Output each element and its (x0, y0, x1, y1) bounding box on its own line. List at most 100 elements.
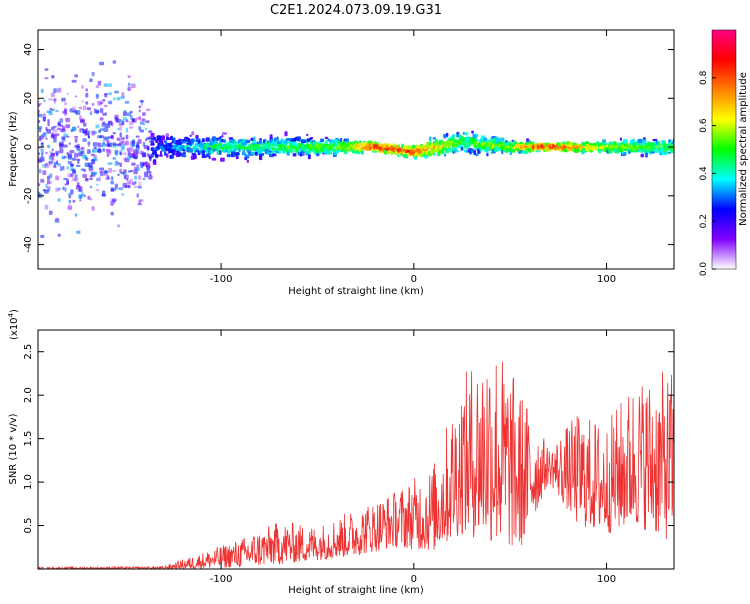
spectrogram-cell (269, 134, 273, 139)
x-tick-label: 100 (597, 574, 616, 585)
spectrogram-cell (101, 142, 106, 147)
spectrogram-cell (40, 156, 44, 162)
spectrogram-cell (197, 140, 201, 144)
spectrogram-cell (79, 128, 82, 133)
spectrogram-cell (55, 175, 59, 181)
spectrogram-cell (257, 152, 260, 155)
spectrogram-cell (120, 147, 125, 151)
spectrogram-cell (64, 109, 67, 115)
spectrogram-cell (97, 100, 102, 106)
y-tick-label: 0 (23, 144, 34, 150)
spectrogram-cell (71, 126, 77, 132)
spectrogram-cell (70, 190, 74, 195)
spectrogram-cell (48, 210, 53, 215)
spectrogram-cell (107, 162, 113, 165)
spectrogram-cell (501, 150, 504, 155)
spectrogram-cell (43, 113, 46, 116)
spectrogram-cell (135, 146, 140, 151)
spectrogram-cell (456, 149, 459, 153)
spectrogram-cell (121, 92, 125, 96)
spectrogram-cell (429, 142, 432, 146)
colorbar-ticks: 0.0 0.2 0.4 0.6 0.8 (699, 70, 716, 276)
spectrogram-cell (194, 148, 200, 151)
spectrogram-cell (60, 166, 63, 172)
spectrogram-cell (74, 74, 78, 78)
spectrogram-cell (143, 122, 146, 126)
spectrogram-cell (97, 80, 102, 86)
spectrogram-cell (159, 154, 163, 157)
spectrogram-cell (85, 101, 89, 105)
spectrogram-cell (233, 140, 237, 146)
spectrogram-cell (449, 140, 454, 143)
spectrogram-cell (360, 150, 365, 153)
spectrogram-cell (148, 130, 153, 134)
spectrogram-cell (83, 194, 86, 198)
spectrogram-cell (144, 174, 149, 178)
spectrogram-cell (85, 88, 88, 92)
spectrogram-cell (119, 162, 122, 167)
figure-title: C2E1.2024.073.09.19.G31 (270, 3, 442, 18)
spectrogram-cell (159, 150, 163, 156)
spectrogram-cell (40, 234, 45, 238)
spectrogram-cell (112, 60, 117, 64)
spectrogram-cell (125, 178, 129, 181)
spectrogram-cell (75, 95, 78, 98)
spectrogram-cell (94, 156, 97, 161)
spectrogram-cell (38, 138, 42, 142)
x-tick-label: 0 (411, 274, 417, 285)
spectrogram-cell (57, 87, 62, 93)
spectrogram-cell (201, 138, 205, 143)
spectrogram-cell (103, 83, 109, 87)
spectrogram-cell (104, 170, 108, 174)
spectrogram-cell (390, 145, 394, 151)
spectrogram-cell (220, 157, 225, 162)
spectrogram-cell (226, 153, 231, 158)
spectrogram-cell (72, 168, 76, 173)
y-tick-label: 20 (23, 92, 34, 105)
spectrogram-cell (384, 150, 387, 155)
spectrogram-cell (131, 140, 136, 144)
spectrogram-cell (85, 92, 89, 98)
spectrogram-cell (146, 108, 151, 112)
spectrogram-cell (189, 141, 193, 146)
spectrogram-cell (446, 132, 449, 137)
spectrogram-cell (223, 139, 227, 143)
spectrogram-cell (60, 149, 63, 155)
spectrogram-cell (170, 144, 173, 148)
spectrogram-cell (99, 108, 104, 113)
spectrogram-cell (61, 136, 66, 140)
spectrogram-cell (219, 136, 222, 139)
spectrogram-cell (413, 156, 418, 160)
spectrogram-cell (131, 162, 136, 166)
spectrogram-cell (47, 144, 51, 149)
spectrogram-cell (119, 132, 122, 138)
spectrogram-cell (93, 131, 97, 135)
spectrogram-cell (75, 164, 81, 167)
spectrogram-cell (138, 181, 142, 187)
spectrogram-cell (233, 148, 237, 152)
spectrogram-cell (91, 73, 95, 77)
spectrogram-cell (650, 151, 656, 154)
spectrogram-cell (54, 219, 60, 223)
spectrogram-cell (108, 92, 113, 96)
spectrogram-cell (104, 112, 107, 116)
spectrogram-cell (40, 142, 44, 145)
spectrogram-cell (114, 183, 118, 188)
spectrogram-cell (51, 148, 54, 152)
spectrogram-cell (95, 109, 99, 114)
snr-scale-exponent: 4 (7, 312, 15, 317)
spectrogram-cell (73, 152, 79, 158)
colorbar-tick-label: 0.0 (699, 262, 709, 277)
spectrogram-cell (131, 143, 135, 147)
spectrogram-cell (108, 83, 112, 88)
spectrogram-cell (99, 135, 104, 138)
spectrogram-cell (324, 140, 329, 144)
spectrogram-cell (479, 148, 483, 152)
spectrogram-cell (182, 151, 186, 155)
spectrogram-cell (222, 132, 227, 135)
spectrogram-cell (81, 100, 85, 103)
spectrogram-cell (622, 139, 628, 143)
spectrogram-cell (112, 142, 117, 146)
spectrogram-cell (95, 93, 99, 99)
spectrogram-cell (133, 185, 138, 188)
